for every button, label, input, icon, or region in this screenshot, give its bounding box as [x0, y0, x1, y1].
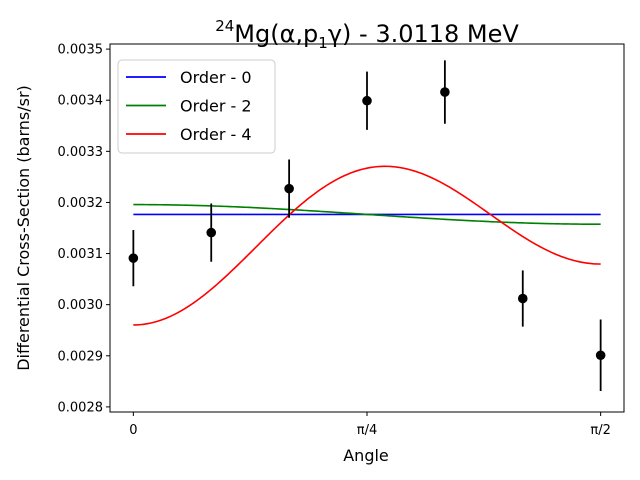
legend-label-0: Order - 0 [180, 68, 252, 87]
data-point-2 [284, 183, 294, 194]
title-subscript: 1 [318, 34, 328, 52]
y-axis-label: Differential Cross-Section (barns/sr) [14, 85, 33, 371]
title-main: Mg(α,p [234, 20, 318, 48]
chart-title: 24Mg(α,p1γ) - 3.0118 MeV [215, 17, 519, 52]
y-tick-label-6: 0.0034 [58, 94, 104, 109]
data-point-6 [595, 350, 606, 361]
y-tick-label-3: 0.0031 [58, 247, 104, 262]
title-superscript: 24 [215, 17, 234, 35]
data-point-4 [440, 87, 450, 97]
title-rest: γ) - 3.0118 MeV [328, 20, 520, 48]
y-tick-label-7: 0.0035 [58, 43, 104, 58]
y-tick-label-1: 0.0029 [58, 349, 104, 364]
legend-frame [117, 59, 276, 154]
y-tick-label-4: 0.0032 [58, 196, 104, 211]
axes: 0.0028 0.0029 0.0030 0.0031 0.0032 0.0033 0.00… [58, 43, 625, 438]
y-tick-label-5: 0.0033 [58, 145, 104, 160]
x-tick-label-1: π/4 [357, 423, 377, 438]
legend-label-1: Order - 2 [180, 97, 252, 116]
plot-area [128, 60, 606, 392]
x-tick-label-2: π/2 [590, 423, 610, 438]
data-point-0 [128, 253, 139, 263]
y-tick-label-2: 0.0030 [58, 298, 104, 313]
y-tick-label-0: 0.0028 [58, 400, 104, 415]
series-line-2 [133, 165, 601, 326]
legend: Order - 0 Order - 2 Order - 4 [117, 59, 276, 154]
data-point-5 [517, 293, 528, 304]
data-point-1 [206, 227, 217, 238]
x-axis-label: Angle [343, 446, 389, 465]
data-point-3 [362, 95, 372, 106]
legend-label-2: Order - 4 [180, 125, 252, 144]
x-tick-label-0: 0 [129, 423, 137, 438]
